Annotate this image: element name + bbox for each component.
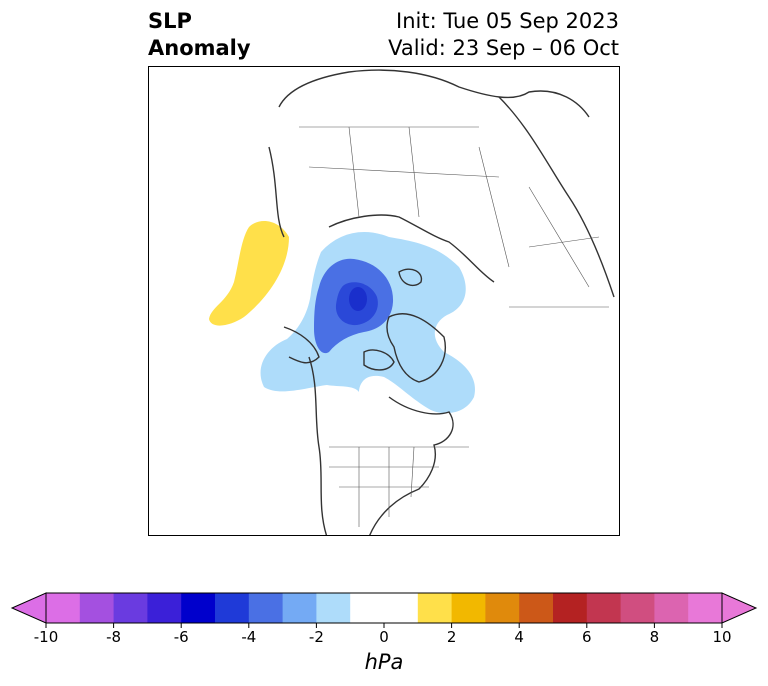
colorbar-swatch: [519, 593, 554, 623]
colorbar-tick-label: -4: [241, 628, 257, 646]
colorbar-swatch: [451, 593, 486, 623]
chart-title: SLP Anomaly: [148, 8, 251, 62]
colorbar-tick-label: -6: [173, 628, 189, 646]
colorbar-swatch: [688, 593, 723, 623]
colorbar-swatch: [316, 593, 351, 623]
colorbar-tick-label: -2: [308, 628, 324, 646]
colorbar-swatch: [350, 593, 385, 623]
colorbar: [10, 592, 758, 628]
colorbar-swatch: [553, 593, 588, 623]
map-panel: [148, 66, 620, 536]
coastlines: [268, 69, 615, 535]
init-date: Init: Tue 05 Sep 2023: [396, 9, 619, 33]
colorbar-extend-max: [721, 592, 758, 624]
colorbar-swatch: [215, 593, 250, 623]
colorbar-swatch: [46, 593, 81, 623]
colorbar-tick-label: 0: [379, 628, 389, 646]
colorbar-tick-label: 4: [514, 628, 524, 646]
colorbar-swatch: [79, 593, 115, 623]
polar-map: [209, 69, 615, 535]
colorbar-swatch: [248, 593, 284, 623]
colorbar-swatch: [485, 593, 520, 623]
colorbar-swatch: [654, 593, 689, 623]
title-line-anomaly: Anomaly: [148, 36, 251, 60]
country-borders: [299, 126, 609, 527]
colorbar-tick-label: -10: [33, 628, 59, 646]
init-valid-info: Init: Tue 05 Sep 2023 Valid: 23 Sep – 06…: [388, 8, 619, 62]
colorbar-swatch: [620, 593, 655, 623]
colorbar-tick-label: 2: [446, 628, 457, 646]
colorbar-tick-label: 6: [582, 628, 592, 646]
colorbar-swatch: [384, 593, 419, 623]
colorbar-swatch: [586, 593, 622, 623]
valid-range: Valid: 23 Sep – 06 Oct: [388, 36, 619, 60]
colorbar-extend-min: [10, 592, 47, 624]
colorbar-swatch: [282, 593, 317, 623]
colorbar-tick-label: 8: [649, 628, 660, 646]
colorbar-swatch: [181, 593, 216, 623]
colorbar-swatch: [147, 593, 182, 623]
colorbar-swatch: [113, 593, 148, 623]
colorbar-tick-label: -8: [106, 628, 122, 646]
colorbar-unit: hPa: [364, 650, 404, 674]
colorbar-tick-label: 10: [712, 628, 732, 646]
colorbar-swatch: [417, 593, 453, 623]
title-line-slp: SLP: [148, 9, 192, 33]
positive-anomaly-north-pacific: [209, 221, 289, 326]
negative-anomaly-core: [349, 287, 367, 311]
